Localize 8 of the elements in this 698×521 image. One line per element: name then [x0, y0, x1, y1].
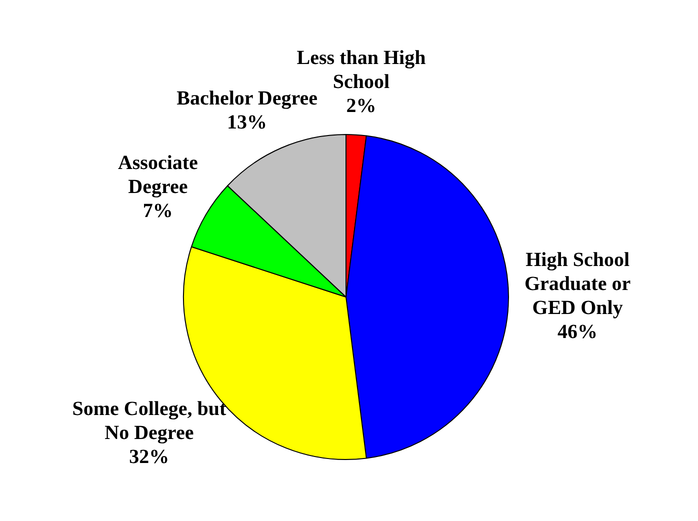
data-label: 2%	[346, 95, 376, 118]
slice-label: Some College, but No Degree	[72, 398, 226, 444]
data-label: 13%	[227, 111, 268, 134]
data-label: 7%	[142, 200, 173, 222]
data-label: 32%	[129, 446, 170, 468]
slice-label: Associate Degree	[118, 152, 198, 198]
slice-label: High School Graduate or GED Only	[524, 249, 631, 320]
data-label: 46%	[558, 321, 598, 344]
